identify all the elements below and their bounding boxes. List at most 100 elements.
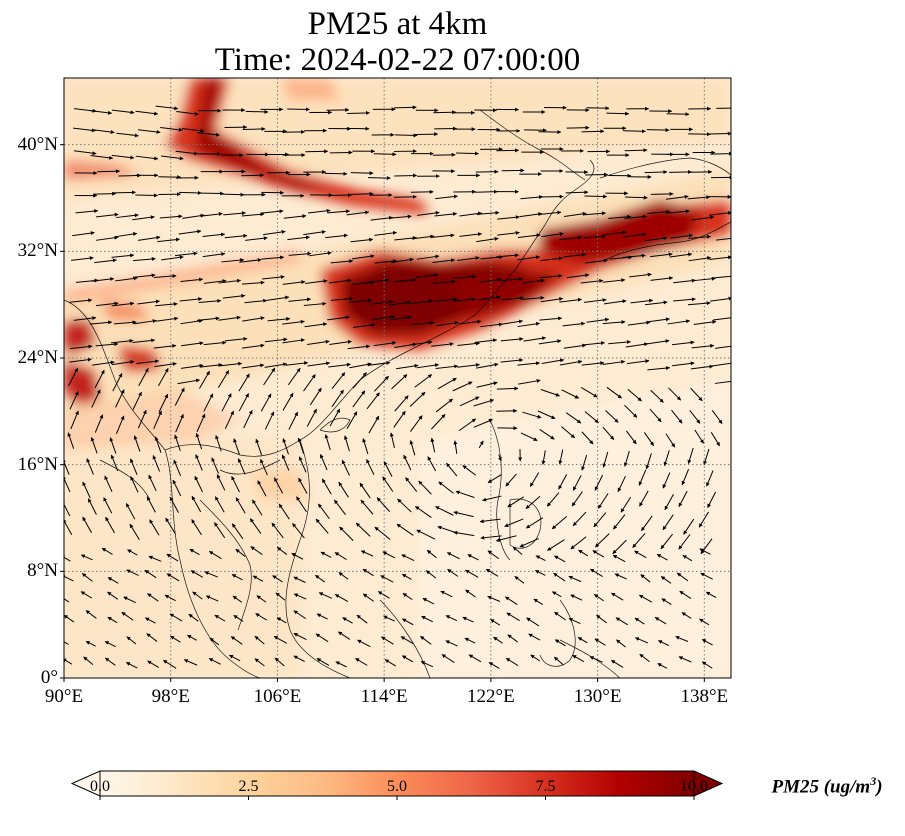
wind-arrow xyxy=(334,594,349,603)
wind-arrow xyxy=(144,569,157,579)
wind-arrow xyxy=(160,127,183,132)
wind-arrow xyxy=(110,454,119,472)
wind-arrow xyxy=(174,387,185,406)
wind-arrow xyxy=(535,555,546,562)
wind-arrow xyxy=(660,533,674,550)
wind-arrow xyxy=(104,657,116,666)
wind-arrow xyxy=(520,432,538,442)
wind-arrow xyxy=(261,255,285,260)
colorbar-tick-label: 7.5 xyxy=(535,778,556,795)
wind-arrow xyxy=(64,574,74,582)
wind-arrow xyxy=(333,499,346,516)
wind-arrow xyxy=(355,522,371,537)
wind-arrow xyxy=(132,215,155,221)
wind-arrow xyxy=(72,231,95,237)
wind-arrow xyxy=(627,320,651,326)
wind-arrow xyxy=(262,275,285,280)
wind-arrow xyxy=(630,298,654,304)
wind-arrow xyxy=(649,408,662,423)
wind-arrow xyxy=(666,194,689,200)
wind-arrow xyxy=(410,299,434,305)
wind-arrow xyxy=(690,364,714,370)
wind-arrow xyxy=(69,391,79,410)
wind-arrow xyxy=(307,208,331,214)
wind-arrow xyxy=(488,662,500,669)
wind-arrow xyxy=(578,549,589,557)
wind-arrow xyxy=(523,336,547,342)
wind-arrow xyxy=(282,438,289,455)
wind-arrow xyxy=(715,237,731,241)
wind-arrow xyxy=(501,296,524,301)
wind-arrow xyxy=(613,514,626,530)
wind-arrow xyxy=(82,481,91,499)
wind-arrow xyxy=(163,659,177,669)
wind-arrow xyxy=(547,539,565,551)
wind-arrow xyxy=(202,252,226,258)
wind-arrow xyxy=(519,212,543,218)
wind-arrow xyxy=(610,659,624,668)
wind-arrow xyxy=(646,339,670,345)
wind-arrow xyxy=(158,393,169,413)
wind-arrow xyxy=(643,432,655,446)
wind-arrow xyxy=(366,278,390,283)
wind-arrow xyxy=(293,610,307,620)
wind-arrow xyxy=(165,517,176,534)
wind-arrow xyxy=(456,151,479,156)
wind-arrow xyxy=(146,496,156,513)
wind-arrow xyxy=(95,301,119,307)
wind-arrow xyxy=(281,454,290,471)
wind-arrow xyxy=(208,658,221,665)
wind-arrow xyxy=(597,493,609,509)
wind-arrow xyxy=(198,298,222,304)
wind-arrow xyxy=(644,236,668,242)
wind-arrow xyxy=(568,617,581,624)
wind-arrow xyxy=(505,473,517,487)
wind-arrow xyxy=(662,472,671,489)
wind-arrow xyxy=(282,392,294,411)
wind-arrow xyxy=(638,469,647,486)
wind-arrow xyxy=(95,235,119,241)
wind-arrow xyxy=(181,341,204,347)
wind-arrow xyxy=(478,295,501,301)
wind-arrow xyxy=(594,533,610,548)
wind-arrow xyxy=(177,378,201,385)
wind-arrow xyxy=(384,659,397,667)
wind-arrow xyxy=(242,316,265,322)
wind-arrow xyxy=(512,546,523,555)
wind-arrow xyxy=(594,474,603,491)
map-frame xyxy=(63,77,732,679)
wind-arrow xyxy=(473,398,495,407)
wind-arrow xyxy=(331,372,346,389)
wind-arrow xyxy=(196,413,206,433)
wind-arrow xyxy=(540,297,564,303)
wind-arrow xyxy=(260,209,284,214)
wind-arrow xyxy=(497,230,520,236)
wind-arrow xyxy=(351,254,375,260)
wind-arrow xyxy=(620,496,632,513)
wind-arrow xyxy=(664,494,674,511)
lat-tick-label: 8°N xyxy=(27,560,58,582)
wind-arrow xyxy=(465,569,479,578)
wind-arrow xyxy=(572,475,582,491)
wind-arrow xyxy=(672,361,695,367)
wind-arrow xyxy=(221,258,245,263)
wind-arrow xyxy=(288,251,312,256)
wind-arrow xyxy=(133,257,156,262)
wind-arrow xyxy=(409,340,433,346)
wind-arrow xyxy=(199,362,223,368)
wind-arrow xyxy=(293,593,307,600)
wind-arrow xyxy=(426,549,437,559)
wind-arrow xyxy=(178,229,202,235)
wind-arrow xyxy=(698,511,709,528)
wind-arrow xyxy=(94,369,105,389)
wind-arrow xyxy=(276,546,288,555)
wind-arrow xyxy=(529,472,540,487)
wind-arrow xyxy=(409,440,416,456)
wind-arrow xyxy=(647,366,671,371)
wind-arrow xyxy=(154,436,162,453)
wind-arrow xyxy=(551,591,562,598)
wind-arrow xyxy=(563,343,587,349)
wind-arrow xyxy=(83,656,94,665)
wind-arrow xyxy=(89,110,113,115)
wind-arrow xyxy=(485,568,499,577)
